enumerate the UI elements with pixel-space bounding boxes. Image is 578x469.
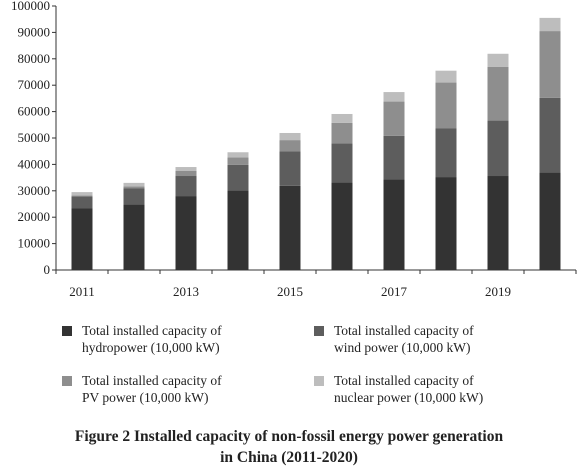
- bar-segment-2013-s2: [175, 171, 197, 177]
- legend-swatch-pv: [62, 376, 72, 386]
- legend-swatch-wind: [314, 326, 324, 336]
- stacked-bar-chart: 0 10000 20000 30000 40000 50000 60000 70000 8000…: [11, 0, 577, 299]
- bar-segment-2012-s0: [123, 204, 145, 270]
- x-axis: 2011 2013 2015 2017 2019: [55, 269, 577, 299]
- y-tick-label: 70000: [18, 77, 51, 92]
- bar-segment-2020-s0: [539, 172, 561, 270]
- bar-segment-2016-s3: [331, 113, 353, 123]
- bar-segment-2013-s1: [175, 176, 197, 197]
- bar-segment-2015-s2: [279, 140, 301, 152]
- bar-segment-2017-s3: [383, 92, 405, 102]
- x-tick-label: 2013: [173, 284, 199, 299]
- y-tick-label: 100000: [11, 0, 50, 13]
- bar-segment-2011-s2: [71, 195, 93, 197]
- x-tick-label: 2015: [277, 284, 303, 299]
- bar-segment-2012-s2: [123, 186, 145, 189]
- y-tick-label: 50000: [18, 130, 51, 145]
- bar-segment-2014-s3: [227, 152, 249, 158]
- bar-segment-2016-s2: [331, 122, 353, 144]
- figure-caption: Figure 2 Installed capacity of non-fossi…: [74, 428, 504, 466]
- bar-segment-2014-s1: [227, 164, 249, 191]
- bar-segment-2012-s1: [123, 188, 145, 205]
- legend-item-nuclear: Total installed capacity of nuclear powe…: [314, 372, 524, 406]
- bar-segment-2020-s1: [539, 97, 561, 173]
- bar-segment-2011-s3: [71, 192, 93, 196]
- bar-segment-2017-s0: [383, 179, 405, 270]
- bar-segment-2011-s1: [71, 196, 93, 209]
- legend-label-nuclear: Total installed capacity of nuclear powe…: [334, 373, 484, 405]
- bar-segment-2018-s0: [435, 177, 457, 270]
- bar-segment-2019-s0: [487, 176, 509, 270]
- bar-segment-2017-s1: [383, 135, 405, 180]
- bar-segment-2013-s0: [175, 196, 197, 270]
- bar-segment-2012-s3: [123, 182, 145, 187]
- bar-segment-2011-s0: [71, 208, 93, 270]
- legend-label-pv: Total installed capacity of PV power (10…: [82, 373, 222, 405]
- y-tick-label: 20000: [18, 209, 51, 224]
- y-tick-label: 10000: [18, 236, 51, 251]
- legend-label-wind: Total installed capacity of wind power (…: [334, 323, 474, 355]
- bar-segment-2018-s2: [435, 82, 457, 129]
- legend-item-wind: Total installed capacity of wind power (…: [314, 322, 524, 356]
- bar-segment-2018-s1: [435, 128, 457, 178]
- legend-item-pv: Total installed capacity of PV power (10…: [62, 372, 272, 406]
- x-tick-label: 2017: [381, 284, 408, 299]
- bar-segment-2020-s3: [539, 17, 561, 32]
- bar-segment-2015-s0: [279, 185, 301, 270]
- bar-segment-2013-s3: [175, 167, 197, 171]
- bar-segment-2016-s1: [331, 143, 353, 183]
- bar-segment-2019-s2: [487, 66, 509, 121]
- bar-segment-2020-s2: [539, 31, 561, 98]
- bar-segment-2016-s0: [331, 182, 353, 270]
- y-tick-label: 90000: [18, 24, 51, 39]
- bar-segment-2019-s1: [487, 120, 509, 177]
- legend-swatch-hydropower: [62, 326, 72, 336]
- bar-segment-2015-s3: [279, 132, 301, 141]
- legend-swatch-nuclear: [314, 376, 324, 386]
- x-tick-label: 2011: [69, 284, 95, 299]
- y-axis: 0 10000 20000 30000 40000 50000 60000 70000 8000…: [11, 0, 57, 277]
- x-tick-label: 2019: [485, 284, 511, 299]
- legend-label-hydropower: Total installed capacity of hydropower (…: [82, 323, 222, 355]
- y-tick-label: 40000: [18, 156, 51, 171]
- bar-segment-2014-s0: [227, 190, 249, 270]
- y-tick-label: 80000: [18, 51, 51, 66]
- bar-segment-2019-s3: [487, 53, 509, 67]
- legend-item-hydropower: Total installed capacity of hydropower (…: [62, 322, 272, 356]
- y-tick-label: 60000: [18, 104, 51, 119]
- bar-segment-2014-s2: [227, 157, 249, 165]
- bar-segment-2018-s3: [435, 70, 457, 83]
- bar-segment-2017-s2: [383, 101, 405, 136]
- y-tick-label: 30000: [18, 183, 51, 198]
- y-tick-label: 0: [44, 262, 51, 277]
- legend: Total installed capacity of hydropower (…: [0, 318, 578, 408]
- bar-segment-2015-s1: [279, 151, 301, 186]
- bars: [71, 17, 561, 270]
